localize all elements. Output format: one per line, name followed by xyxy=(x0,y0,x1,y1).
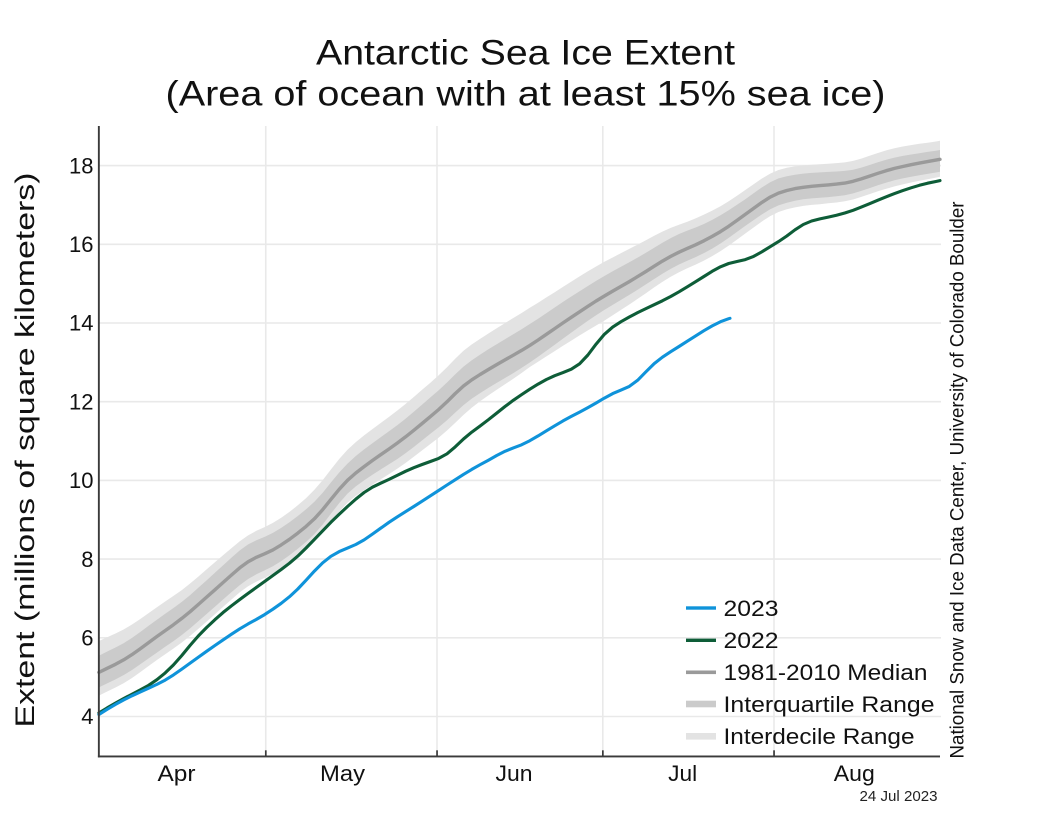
svg-text:14: 14 xyxy=(69,311,93,336)
svg-text:Interquartile Range: Interquartile Range xyxy=(724,692,935,717)
svg-text:2022: 2022 xyxy=(724,628,779,653)
svg-text:1981-2010 Median: 1981-2010 Median xyxy=(724,660,928,685)
svg-text:18: 18 xyxy=(69,153,93,178)
svg-text:Aug: Aug xyxy=(834,761,875,786)
svg-text:6: 6 xyxy=(81,626,93,651)
svg-text:24 Jul 2023: 24 Jul 2023 xyxy=(860,789,938,805)
svg-text:16: 16 xyxy=(69,232,93,257)
svg-text:10: 10 xyxy=(69,468,93,493)
svg-text:Jul: Jul xyxy=(668,761,697,786)
svg-text:(Area of ocean with at least 1: (Area of ocean with at least 15% sea ice… xyxy=(166,74,886,113)
svg-text:National Snow and Ice Data Cen: National Snow and Ice Data Center, Unive… xyxy=(948,201,969,759)
svg-text:Extent (millions of square kil: Extent (millions of square kilometers) xyxy=(10,173,40,728)
svg-text:4: 4 xyxy=(81,704,93,729)
svg-text:Jun: Jun xyxy=(496,761,533,786)
svg-text:Antarctic Sea Ice Extent: Antarctic Sea Ice Extent xyxy=(316,33,735,72)
svg-text:May: May xyxy=(320,761,365,786)
svg-text:Apr: Apr xyxy=(158,761,196,786)
svg-text:12: 12 xyxy=(69,389,93,414)
svg-text:2023: 2023 xyxy=(724,596,779,621)
svg-text:Interdecile Range: Interdecile Range xyxy=(724,724,915,749)
svg-text:8: 8 xyxy=(81,547,93,572)
